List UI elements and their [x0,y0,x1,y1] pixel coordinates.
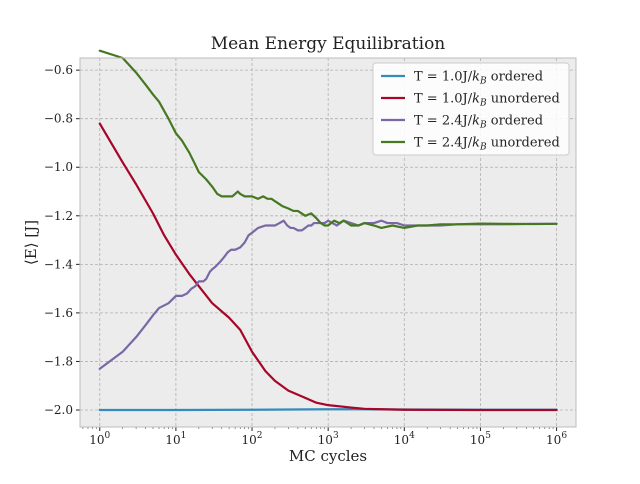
x-tick-label: 101 [165,431,186,447]
y-tick-label: −1.8 [44,354,73,368]
x-tick-label: 100 [89,431,110,447]
axis-ticks: 100 101 102 103 104 105 106 −2.0 −1.8 −1.6 −1.4 −1.… [44,63,567,447]
x-tick-label: 103 [318,431,339,447]
legend-label-4: T = 2.4J/kB unordered [414,136,560,153]
y-tick-label: −2.0 [44,403,73,417]
y-tick-label: −1.6 [44,306,73,320]
y-tick-label: −1.2 [44,209,73,223]
x-tick-label: 106 [546,431,567,447]
series-lines [98,49,558,412]
legend-label-3: T = 2.4J/kB ordered [414,114,543,131]
y-tick-label: −1.0 [44,160,73,174]
y-tick-label: −0.8 [44,112,73,126]
legend-label-1: T = 1.0J/kB ordered [414,70,543,87]
series-line-4 [98,49,558,230]
x-tick-label: 105 [470,431,491,447]
chart-title: Mean Energy Equilibration [211,34,446,54]
y-axis-title: ⟨E⟩ [J] [22,220,40,265]
legend-box [372,62,570,156]
y-tick-label: −1.4 [44,257,74,271]
legend: T = 1.0J/kB ordered T = 1.0J/kB unordered… [372,62,570,156]
legend-label-2: T = 1.0J/kB unordered [414,92,560,109]
y-tick-label: −0.6 [44,63,73,77]
plot-frame [79,57,577,428]
x-tick-label: 104 [394,431,415,447]
x-tick-label: 102 [242,431,263,447]
series-line-2 [98,122,558,412]
series-line-3 [98,219,558,370]
x-axis-title: MC cycles [289,447,367,465]
